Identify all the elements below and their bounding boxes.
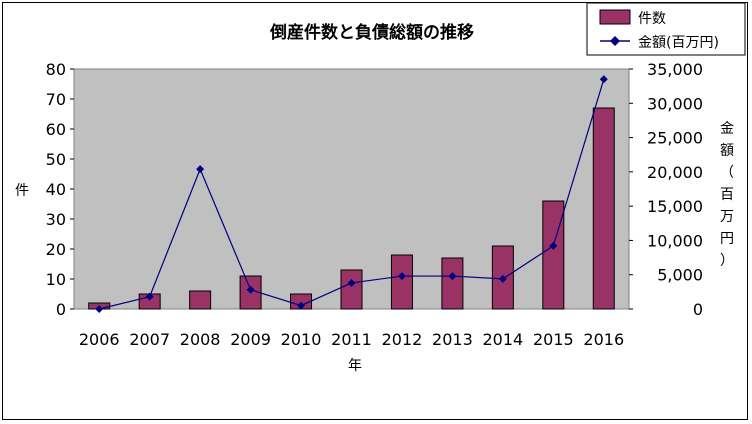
y-right-tick-label: 5,000: [657, 266, 703, 285]
y-left-tick-label: 70: [46, 90, 66, 109]
bar-2012: [390, 254, 413, 310]
legend-label-bars: 件数: [638, 11, 666, 27]
point-2009: [246, 285, 255, 294]
x-tick-label: 2009: [230, 330, 271, 349]
y-left-tick-label: 0: [56, 300, 66, 319]
x-tick-label: 2013: [432, 330, 473, 349]
bar-2011: [340, 269, 363, 310]
y-right-tick-label: 20,000: [647, 163, 703, 182]
y-right-axis-label: 金額（百万円）: [720, 121, 734, 269]
plot-area: [73, 68, 630, 310]
y-left-tick-label: 20: [46, 240, 66, 259]
y-left-tick-label: 80: [46, 60, 66, 79]
x-tick-label: 2010: [281, 330, 322, 349]
x-tick-label: 2016: [583, 330, 624, 349]
x-tick-label: 2014: [483, 330, 524, 349]
y-right-tick-label: 0: [693, 300, 703, 319]
x-tick-label: 2011: [331, 330, 372, 349]
y-left-tick-label: 30: [46, 210, 66, 229]
point-2015: [549, 241, 558, 250]
legend: 件数 金額(百万円): [586, 2, 746, 56]
legend-label-line: 金額(百万円): [638, 35, 719, 51]
y-left-tick-label: 40: [46, 180, 66, 199]
y-right-tick-label: 30,000: [647, 94, 703, 113]
point-2006: [95, 305, 104, 313]
x-tick-label: 2007: [129, 330, 170, 349]
legend-marker-diamond: [610, 36, 620, 46]
y-right-tick-label: 15,000: [647, 197, 703, 216]
y-left-tick-label: 60: [46, 120, 66, 139]
point-2007: [145, 292, 154, 301]
x-tick-label: 2008: [180, 330, 221, 349]
x-tick-label: 2006: [79, 330, 120, 349]
y-right-tick-label: 25,000: [647, 129, 703, 148]
point-2012: [397, 272, 406, 281]
legend-swatch-bar: [599, 9, 631, 25]
bar-2016: [592, 107, 615, 310]
bar-2008: [189, 290, 212, 310]
bar-2013: [441, 257, 464, 310]
point-2010: [297, 301, 306, 310]
point-2016: [599, 75, 608, 84]
bar-2015: [542, 200, 565, 310]
x-axis-label: 年: [348, 358, 362, 374]
y-right-tick-label: 10,000: [647, 231, 703, 250]
y-left-tick-label: 50: [46, 150, 66, 169]
y-left-axis-label: 件: [15, 183, 29, 199]
point-2014: [498, 274, 507, 283]
chart-title: 倒産件数と負債総額の推移: [269, 22, 474, 43]
point-2013: [448, 272, 457, 281]
point-2011: [347, 278, 356, 287]
x-tick-label: 2015: [533, 330, 574, 349]
point-2008: [196, 165, 205, 174]
x-tick-label: 2012: [382, 330, 423, 349]
y-left-tick-label: 10: [46, 270, 66, 289]
y-right-tick-label: 35,000: [647, 60, 703, 79]
